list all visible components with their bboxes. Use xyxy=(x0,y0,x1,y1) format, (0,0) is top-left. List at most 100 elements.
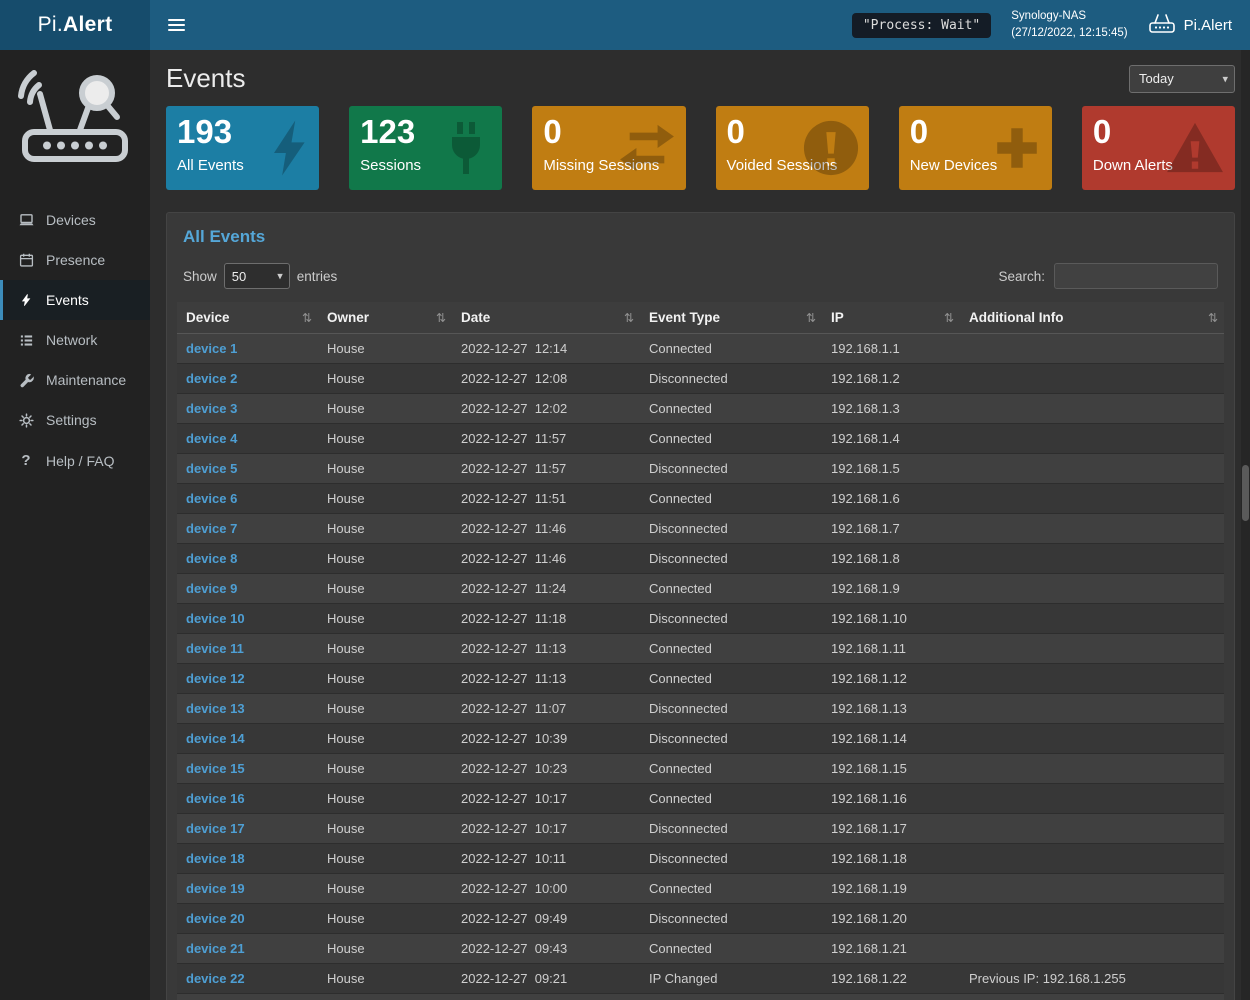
cell-additional-info xyxy=(960,513,1224,544)
brand-prefix: Pi. xyxy=(37,13,64,36)
cell-ip: 192.168.1.20 xyxy=(822,903,960,934)
cell-device: device 10 xyxy=(177,603,318,634)
cell-owner: House xyxy=(318,813,452,844)
cell-additional-info xyxy=(960,483,1224,514)
cell-owner: House xyxy=(318,633,452,664)
cell-date: 2022-12-27 10:00 xyxy=(452,873,640,904)
table-row: device 15 House 2022-12-27 10:23 Connected 1… xyxy=(177,753,1224,784)
device-link[interactable]: device 15 xyxy=(186,761,245,776)
device-link[interactable]: device 22 xyxy=(186,971,245,986)
sidebar-item-label: Presence xyxy=(46,252,106,268)
column-header-device[interactable]: Device ⇅ xyxy=(177,302,318,334)
cell-date: 2022-12-27 11:13 xyxy=(452,633,640,664)
device-link[interactable]: device 19 xyxy=(186,881,245,896)
hamburger-menu-icon[interactable] xyxy=(164,10,189,40)
cell-event-type: Disconnected xyxy=(640,603,822,634)
page-size-select[interactable]: 50 xyxy=(223,263,290,289)
cell-event-type: Connected xyxy=(640,573,822,604)
column-header-additional-info[interactable]: Additional Info ⇅ xyxy=(960,302,1224,334)
device-link[interactable]: device 8 xyxy=(186,551,238,566)
cell-ip: 192.168.1.15 xyxy=(822,753,960,784)
cell-owner: House xyxy=(318,753,452,784)
device-link[interactable]: device 16 xyxy=(186,791,245,806)
cell-date: 2022-12-27 11:57 xyxy=(452,453,640,484)
sort-icon: ⇅ xyxy=(943,310,954,325)
card-label: Sessions xyxy=(360,156,422,174)
cell-additional-info xyxy=(960,453,1224,484)
sidebar-item-network[interactable]: Network xyxy=(0,320,150,360)
device-link[interactable]: device 5 xyxy=(186,461,238,476)
main-content: Events Today ▾ 193 All Events 123 Sessio… xyxy=(150,50,1250,1000)
summary-card[interactable]: 193 All Events xyxy=(166,106,320,190)
sidebar-item-devices[interactable]: Devices xyxy=(0,200,150,240)
question-icon: ? xyxy=(21,452,31,469)
device-link[interactable]: device 17 xyxy=(186,821,245,836)
device-link[interactable]: device 6 xyxy=(186,491,238,506)
summary-card[interactable]: 0 New Devices xyxy=(898,106,1052,190)
app-name: Pi.Alert xyxy=(1183,16,1232,34)
summary-cards: 193 All Events 123 Sessions 0 Missing Se… xyxy=(166,106,1236,190)
cell-device: device 1 xyxy=(177,333,318,364)
sidebar-item-maintenance[interactable]: Maintenance xyxy=(0,360,150,400)
sidebar-item-presence[interactable]: Presence xyxy=(0,240,150,280)
table-row: device 11 House 2022-12-27 11:13 Connected 1… xyxy=(177,633,1224,664)
period-select[interactable]: Today xyxy=(1129,64,1235,93)
device-link[interactable]: device 3 xyxy=(186,401,238,416)
table-row: device 22 House 2022-12-27 09:21 IP Changed… xyxy=(177,963,1224,994)
summary-card[interactable]: 123 Sessions xyxy=(349,106,503,190)
cell-device: device 2 xyxy=(177,363,318,394)
cell-owner: House xyxy=(318,933,452,964)
device-link[interactable]: device 20 xyxy=(186,911,245,926)
column-header-date[interactable]: Date ⇅ xyxy=(452,302,640,334)
device-link[interactable]: device 18 xyxy=(186,851,245,866)
cell-ip: 192.168.1.5 xyxy=(822,453,960,484)
sidebar-item-events[interactable]: Events xyxy=(0,280,150,320)
cell-event-type: Disconnected xyxy=(640,513,822,544)
nas-timestamp: (27/12/2022, 12:15:45) xyxy=(1011,27,1128,39)
sidebar-item-label: Devices xyxy=(46,212,96,228)
device-link[interactable]: device 10 xyxy=(186,611,245,626)
cell-additional-info xyxy=(960,393,1224,424)
column-header-ip[interactable]: IP ⇅ xyxy=(822,302,960,334)
card-value: 193 xyxy=(177,113,233,150)
summary-card[interactable]: 0 Voided Sessions xyxy=(715,106,869,190)
cell-event-type: Disconnected xyxy=(640,813,822,844)
column-header-owner[interactable]: Owner ⇅ xyxy=(318,302,452,334)
table-row: device 12 House 2022-12-27 11:13 Connected 1… xyxy=(177,663,1224,694)
device-link[interactable]: device 14 xyxy=(186,731,245,746)
sidebar-item-help[interactable]: ? Help / FAQ xyxy=(0,440,150,481)
table-row: device 7 House 2022-12-27 11:46 Disconnecte… xyxy=(177,513,1224,544)
entries-label: entries xyxy=(296,268,338,284)
card-label: Missing Sessions xyxy=(543,156,660,174)
scrollbar-thumb[interactable] xyxy=(1242,465,1249,521)
cell-device: device 16 xyxy=(177,783,318,814)
cell-ip: 192.168.1.9 xyxy=(822,573,960,604)
device-link[interactable]: device 1 xyxy=(186,341,238,356)
device-link[interactable]: device 21 xyxy=(186,941,245,956)
cell-device: device 8 xyxy=(177,543,318,574)
summary-card[interactable]: 0 Missing Sessions xyxy=(532,106,686,190)
sidebar-item-settings[interactable]: Settings xyxy=(0,400,150,440)
device-link[interactable]: device 4 xyxy=(186,431,238,446)
brand-logo[interactable]: Pi. Alert xyxy=(0,0,150,50)
bolt-icon xyxy=(17,292,35,308)
cell-additional-info xyxy=(960,663,1224,694)
device-link[interactable]: device 2 xyxy=(186,371,238,386)
card-value: 0 xyxy=(1092,113,1112,150)
device-link[interactable]: device 11 xyxy=(186,641,244,656)
device-link[interactable]: device 7 xyxy=(186,521,238,536)
device-link[interactable]: device 13 xyxy=(186,701,245,716)
cell-device: device 20 xyxy=(177,903,318,934)
cell-ip: 192.168.1.4 xyxy=(822,423,960,454)
device-link[interactable]: device 12 xyxy=(186,671,245,686)
search-input[interactable] xyxy=(1054,263,1218,289)
card-label: Down Alerts xyxy=(1092,156,1173,174)
cell-device: device 23 xyxy=(177,993,318,1000)
device-link[interactable]: device 9 xyxy=(186,581,238,596)
cell-device: device 9 xyxy=(177,573,318,604)
sidebar: Devices Presence Events xyxy=(0,50,150,1000)
summary-card[interactable]: 0 Down Alerts xyxy=(1081,106,1236,190)
scrollbar[interactable] xyxy=(1241,50,1250,1000)
column-header-event-type[interactable]: Event Type ⇅ xyxy=(640,302,822,334)
table-row: device 19 House 2022-12-27 10:00 Connected 1… xyxy=(177,873,1224,904)
